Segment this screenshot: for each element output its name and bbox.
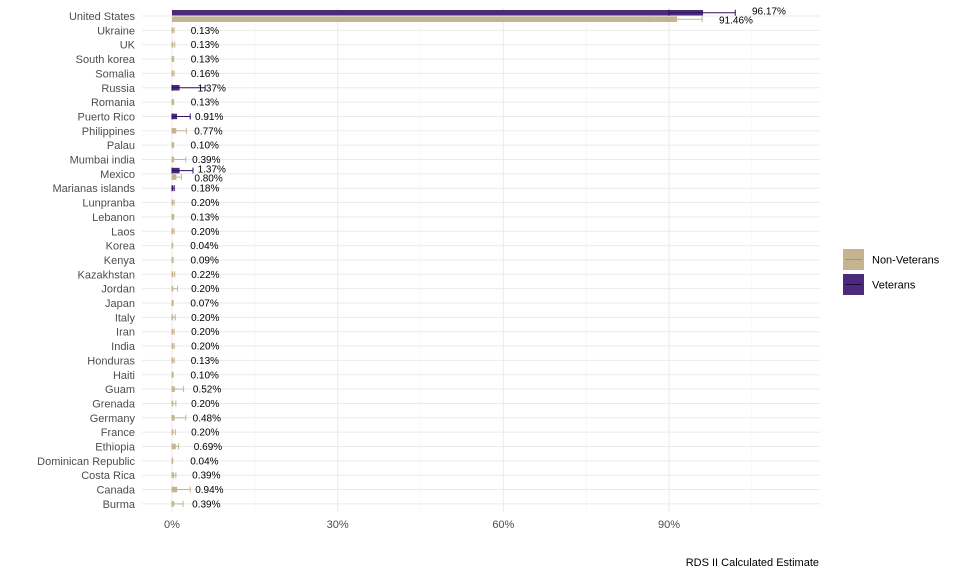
category-label-uk: UK: [120, 40, 136, 52]
category-label-iran: Iran: [116, 327, 135, 339]
data-label-non-veterans-mumbai-india: 0.39%: [192, 155, 220, 166]
bar-veterans-united-states: [172, 10, 704, 16]
data-label-veterans-united-states: 96.17%: [752, 7, 786, 18]
category-label-italy: Italy: [115, 312, 136, 324]
data-label-non-veterans-germany: 0.48%: [193, 413, 221, 424]
category-label-germany: Germany: [90, 413, 136, 425]
category-label-japan: Japan: [105, 298, 135, 310]
data-label-veterans-mexico: 1.37%: [198, 164, 226, 175]
category-label-mumbai-india: Mumbai india: [70, 155, 136, 167]
bar-non-veterans-united-states: [172, 16, 678, 22]
category-label-costa-rica: Costa Rica: [81, 470, 136, 482]
category-label-russia: Russia: [101, 83, 136, 95]
category-label-burma: Burma: [103, 499, 136, 511]
data-label-non-veterans-ukraine: 0.13%: [191, 26, 219, 37]
x-tick-label: 60%: [492, 519, 514, 531]
data-label-non-veterans-haiti: 0.10%: [191, 370, 219, 381]
x-tick-label: 30%: [327, 519, 349, 531]
bars: [171, 9, 736, 507]
data-labels: 91.46% 0.13% 0.13% 0.13% 0.16% 0.13% 0.77% 0.10…: [190, 7, 786, 511]
data-label-non-veterans-united-states: 91.46%: [719, 16, 753, 27]
data-label-non-veterans-lunpranba: 0.20%: [191, 198, 219, 209]
category-label-united-states: United States: [69, 11, 136, 23]
category-axis: United States Ukraine UK South korea Somalia…: [37, 11, 136, 511]
data-label-non-veterans-uk: 0.13%: [191, 40, 219, 51]
data-label-non-veterans-dominican-republic: 0.04%: [190, 456, 218, 467]
category-label-marianas-islands: Marianas islands: [52, 183, 135, 195]
data-label-non-veterans-japan: 0.07%: [190, 299, 218, 310]
data-label-veterans-russia: 1.37%: [198, 83, 226, 94]
category-label-kazakhstan: Kazakhstan: [78, 269, 135, 281]
data-label-non-veterans-somalia: 0.16%: [191, 69, 219, 80]
data-label-non-veterans-costa-rica: 0.39%: [192, 471, 220, 482]
x-axis-title: RDS II Calculated Estimate: [686, 557, 819, 569]
data-label-non-veterans-palau: 0.10%: [191, 141, 219, 152]
data-label-non-veterans-italy: 0.20%: [191, 313, 219, 324]
data-label-non-veterans-guam: 0.52%: [193, 385, 221, 396]
data-label-non-veterans-india: 0.20%: [191, 342, 219, 353]
data-label-non-veterans-france: 0.20%: [191, 428, 219, 439]
category-label-ethiopia: Ethiopia: [95, 442, 136, 454]
category-label-romania: Romania: [91, 97, 136, 109]
category-label-france: France: [101, 427, 135, 439]
category-label-ukraine: Ukraine: [97, 25, 135, 37]
category-label-korea: Korea: [106, 241, 136, 253]
legend: Non-Veterans Veterans: [843, 249, 940, 295]
category-label-canada: Canada: [96, 485, 135, 497]
legend-label-non-veterans: Non-Veterans: [872, 255, 940, 267]
category-label-dominican-republic: Dominican Republic: [37, 456, 135, 468]
data-label-non-veterans-south-korea: 0.13%: [191, 55, 219, 66]
data-label-non-veterans-laos: 0.20%: [191, 227, 219, 238]
data-label-veterans-marianas-islands: 0.18%: [191, 184, 219, 195]
data-label-non-veterans-philippines: 0.77%: [194, 126, 222, 137]
data-label-non-veterans-canada: 0.94%: [195, 485, 223, 496]
category-label-palau: Palau: [107, 140, 135, 152]
data-label-non-veterans-iran: 0.20%: [191, 327, 219, 338]
data-label-non-veterans-romania: 0.13%: [191, 98, 219, 109]
category-label-laos: Laos: [111, 226, 135, 238]
category-label-haiti: Haiti: [113, 370, 135, 382]
legend-label-veterans: Veterans: [872, 280, 916, 292]
data-label-non-veterans-korea: 0.04%: [190, 241, 218, 252]
category-label-guam: Guam: [105, 384, 135, 396]
data-label-veterans-puerto-rico: 0.91%: [195, 112, 223, 123]
value-axis: 0% 30% 60% 90%: [164, 519, 680, 531]
gridlines: [142, 8, 820, 512]
x-tick-label: 0%: [164, 519, 180, 531]
data-label-non-veterans-lebanon: 0.13%: [191, 212, 219, 223]
category-label-kenya: Kenya: [104, 255, 136, 267]
category-label-philippines: Philippines: [82, 126, 136, 138]
x-tick-label: 90%: [658, 519, 680, 531]
category-label-grenada: Grenada: [92, 398, 136, 410]
category-label-honduras: Honduras: [87, 355, 135, 367]
category-label-mexico: Mexico: [100, 169, 135, 181]
category-label-somalia: Somalia: [95, 68, 136, 80]
category-label-puerto-rico: Puerto Rico: [78, 111, 135, 123]
data-label-non-veterans-mexico: 0.80%: [194, 173, 222, 184]
data-label-non-veterans-honduras: 0.13%: [191, 356, 219, 367]
data-label-non-veterans-jordan: 0.20%: [191, 284, 219, 295]
data-label-non-veterans-grenada: 0.20%: [191, 399, 219, 410]
data-label-non-veterans-kenya: 0.09%: [190, 255, 218, 266]
category-label-jordan: Jordan: [101, 284, 135, 296]
data-label-non-veterans-kazakhstan: 0.22%: [191, 270, 219, 281]
data-label-non-veterans-burma: 0.39%: [192, 499, 220, 510]
category-label-india: India: [111, 341, 136, 353]
category-label-lebanon: Lebanon: [92, 212, 135, 224]
category-label-lunpranba: Lunpranba: [82, 198, 135, 210]
data-label-non-veterans-ethiopia: 0.69%: [194, 442, 222, 453]
category-label-south-korea: South korea: [76, 54, 136, 66]
